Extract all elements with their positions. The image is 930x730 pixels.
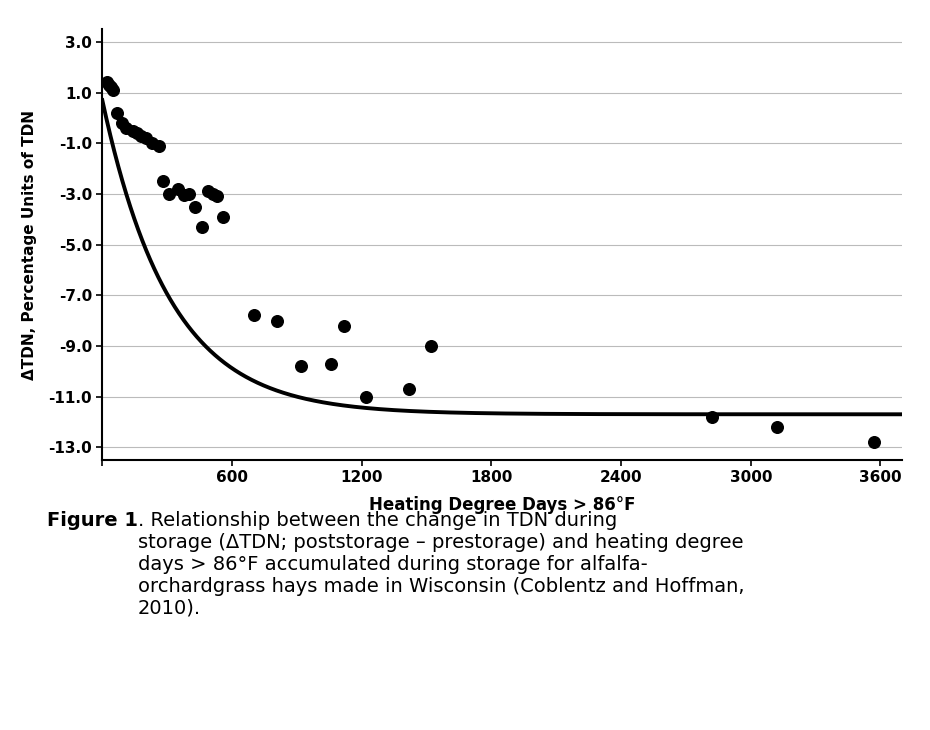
Point — [359, 391, 374, 402]
Point — [129, 127, 144, 139]
Point — [170, 183, 185, 195]
Text: Figure 1: Figure 1 — [46, 511, 138, 530]
Y-axis label: ΔTDN, Percentage Units of TDN: ΔTDN, Percentage Units of TDN — [22, 110, 37, 380]
Point — [270, 315, 285, 326]
Point — [151, 140, 166, 152]
Point — [867, 437, 882, 448]
Point — [206, 188, 220, 200]
Point — [337, 320, 352, 331]
Point — [138, 132, 153, 144]
Point — [134, 130, 149, 142]
Point — [423, 340, 438, 352]
Point — [769, 421, 784, 433]
Point — [246, 310, 261, 321]
Point — [704, 411, 719, 423]
Text: . Relationship between the change in TDN during
storage (ΔTDN; poststorage – pre: . Relationship between the change in TDN… — [138, 511, 744, 618]
Point — [294, 361, 309, 372]
Point — [177, 189, 192, 201]
X-axis label: Heating Degree Days > 86°F: Heating Degree Days > 86°F — [369, 496, 635, 515]
Point — [194, 221, 209, 233]
Point — [114, 117, 129, 128]
Point — [126, 125, 140, 137]
Point — [103, 82, 118, 93]
Point — [100, 77, 114, 88]
Point — [216, 211, 231, 223]
Point — [181, 188, 196, 200]
Point — [162, 188, 177, 200]
Point — [188, 201, 203, 212]
Point — [209, 191, 224, 202]
Point — [201, 185, 216, 197]
Point — [110, 107, 125, 119]
Point — [324, 358, 339, 369]
Point — [144, 137, 159, 149]
Point — [155, 175, 170, 187]
Point — [402, 383, 417, 395]
Point — [101, 79, 116, 91]
Point — [106, 84, 121, 96]
Point — [119, 122, 134, 134]
